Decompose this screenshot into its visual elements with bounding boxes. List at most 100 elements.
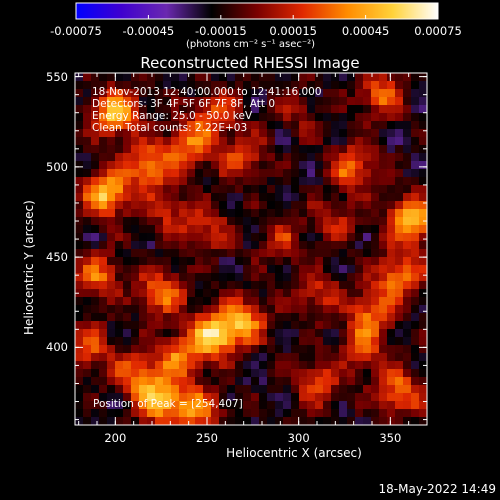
heatmap-cell (347, 417, 356, 426)
heatmap-cell (147, 177, 156, 186)
heatmap-cell (163, 193, 172, 202)
heatmap-cell (387, 401, 396, 410)
heatmap-cell (163, 353, 172, 362)
heatmap-cell (259, 241, 268, 250)
heatmap-cell (131, 193, 140, 202)
heatmap-cell (307, 401, 316, 410)
heatmap-cell (195, 265, 204, 274)
heatmap-cell (331, 161, 340, 170)
heatmap-cell (387, 137, 396, 146)
heatmap-cell (403, 233, 412, 242)
heatmap-cell (83, 217, 92, 226)
heatmap-cell (307, 385, 316, 394)
heatmap-cell (267, 265, 276, 274)
heatmap-cell (107, 137, 116, 146)
heatmap-cell (355, 185, 364, 194)
heatmap-cell (195, 321, 204, 330)
heatmap-cell (235, 233, 244, 242)
heatmap-cell (211, 417, 220, 426)
heatmap-cell (331, 145, 340, 154)
heatmap-cell (307, 201, 316, 210)
heatmap-cell (371, 161, 380, 170)
heatmap-cell (267, 393, 276, 402)
heatmap-cell (379, 241, 388, 250)
heatmap-cell (99, 225, 108, 234)
heatmap-cell (403, 361, 412, 370)
heatmap-cell (187, 97, 196, 106)
heatmap-cell (147, 273, 156, 282)
heatmap-cell (251, 289, 260, 298)
heatmap-cell (323, 393, 332, 402)
heatmap-cell (99, 89, 108, 98)
heatmap-cell (195, 73, 204, 82)
heatmap-cell (395, 137, 404, 146)
heatmap-cell (227, 201, 236, 210)
heatmap-cell (107, 385, 116, 394)
heatmap-cell (155, 321, 164, 330)
heatmap-cell (275, 217, 284, 226)
heatmap-cell (219, 305, 228, 314)
heatmap-cell (411, 337, 420, 346)
heatmap-cell (379, 185, 388, 194)
heatmap-cell (403, 257, 412, 266)
heatmap-cell (235, 153, 244, 162)
heatmap-cell (251, 177, 260, 186)
heatmap-cell (227, 233, 236, 242)
heatmap-cell (195, 409, 204, 418)
heatmap-cell (227, 137, 236, 146)
heatmap-cell (163, 113, 172, 122)
heatmap-cell (179, 313, 188, 322)
heatmap-cell (235, 329, 244, 338)
heatmap-cell (419, 265, 428, 274)
heatmap-cell (323, 305, 332, 314)
heatmap-cell (75, 209, 84, 218)
heatmap-cell (219, 225, 228, 234)
heatmap-cell (211, 137, 220, 146)
heatmap-cell (363, 337, 372, 346)
heatmap-cell (395, 281, 404, 290)
heatmap-cell (195, 201, 204, 210)
heatmap-cell (299, 233, 308, 242)
heatmap-cell (283, 345, 292, 354)
heatmap-cell (147, 329, 156, 338)
heatmap-cell (323, 241, 332, 250)
heatmap-cell (347, 177, 356, 186)
heatmap-cell (251, 161, 260, 170)
heatmap-cell (411, 241, 420, 250)
heatmap-cell (155, 89, 164, 98)
heatmap-cell (235, 401, 244, 410)
heatmap-cell (331, 281, 340, 290)
heatmap-cell (419, 129, 428, 138)
heatmap-cell (339, 385, 348, 394)
heatmap-cell (123, 193, 132, 202)
heatmap-cell (115, 137, 124, 146)
heatmap-cell (75, 89, 84, 98)
heatmap-cell (387, 185, 396, 194)
heatmap-cell (331, 105, 340, 114)
heatmap-cell (195, 97, 204, 106)
heatmap-cell (195, 121, 204, 130)
heatmap-cell (299, 89, 308, 98)
heatmap-cell (99, 113, 108, 122)
heatmap-cell (195, 129, 204, 138)
heatmap-cell (371, 265, 380, 274)
heatmap-cell (139, 353, 148, 362)
heatmap-cell (387, 217, 396, 226)
heatmap-cell (387, 233, 396, 242)
heatmap-cell (403, 417, 412, 426)
heatmap-cell (235, 393, 244, 402)
heatmap-cell (219, 217, 228, 226)
heatmap-cell (99, 105, 108, 114)
heatmap-cell (275, 385, 284, 394)
heatmap-cell (107, 289, 116, 298)
heatmap-cell (91, 385, 100, 394)
heatmap-cell (283, 401, 292, 410)
heatmap-cell (99, 401, 108, 410)
heatmap-cell (75, 241, 84, 250)
heatmap-cell (211, 73, 220, 82)
heatmap-cell (267, 233, 276, 242)
heatmap-cell (123, 177, 132, 186)
heatmap-cell (299, 297, 308, 306)
heatmap-cell (251, 401, 260, 410)
heatmap-cell (187, 193, 196, 202)
